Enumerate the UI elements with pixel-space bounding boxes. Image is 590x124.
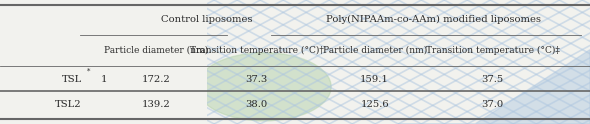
Text: Poly(NIPAAm-co-AAm) modified liposomes: Poly(NIPAAm-co-AAm) modified liposomes — [326, 15, 541, 24]
Text: 159.1: 159.1 — [360, 76, 389, 84]
Text: *: * — [87, 67, 91, 75]
Text: Control liposomes: Control liposomes — [160, 15, 253, 24]
Text: Particle diameter (nm): Particle diameter (nm) — [104, 46, 208, 55]
Text: 37.3: 37.3 — [245, 76, 268, 84]
Text: Particle diameter (nm): Particle diameter (nm) — [323, 46, 427, 55]
Text: 139.2: 139.2 — [142, 100, 171, 109]
Text: Transition temperature (°C)†: Transition temperature (°C)† — [190, 46, 323, 55]
Text: 37.0: 37.0 — [481, 100, 504, 109]
Text: 125.6: 125.6 — [360, 100, 389, 109]
Text: TSL2: TSL2 — [54, 100, 81, 109]
Text: Transition temperature (°C)‡: Transition temperature (°C)‡ — [426, 46, 559, 55]
Text: TSL: TSL — [62, 76, 82, 84]
Text: 38.0: 38.0 — [245, 100, 268, 109]
Text: 1: 1 — [100, 76, 107, 84]
Text: 37.5: 37.5 — [481, 76, 504, 84]
Text: 172.2: 172.2 — [142, 76, 171, 84]
